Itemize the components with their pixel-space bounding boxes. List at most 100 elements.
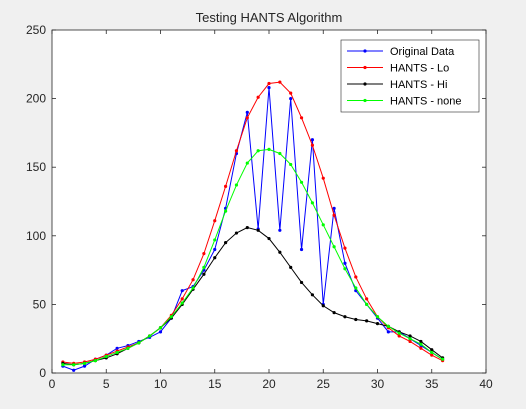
data-point [419,342,423,346]
data-point [224,241,228,245]
data-point [234,149,239,153]
data-point [332,311,336,315]
data-point [148,334,152,338]
data-point [408,337,412,341]
data-point [354,286,358,290]
data-point [278,151,282,156]
data-point [278,250,282,254]
data-point [213,247,217,252]
data-point [234,183,239,187]
data-point [343,246,347,250]
data-point [321,223,325,227]
data-point [245,110,249,114]
data-point [386,324,390,328]
x-tick-label: 30 [371,377,385,391]
y-tick-label: 50 [33,297,47,311]
data-point [299,280,304,285]
data-point [343,261,347,265]
data-point [180,297,184,301]
data-point [419,339,423,344]
legend: Original Data HANTS - Lo HANTS - Hi HANTS -… [340,39,480,113]
data-point [354,275,358,279]
chart-title: Testing HANTS Algorithm [196,10,343,25]
data-point [408,334,412,338]
data-point [299,247,304,252]
data-point [213,238,217,242]
data-point [213,219,217,223]
y-tick-label: 250 [26,23,46,37]
x-tick-label: 5 [103,377,110,391]
data-point [375,322,380,326]
data-point [256,228,260,232]
data-point [441,357,445,361]
data-point [158,330,163,334]
data-point [93,359,97,363]
y-tick-label: 0 [39,366,46,380]
data-point [202,272,206,276]
data-point [289,265,293,269]
data-point [299,180,304,184]
data-point [202,252,206,256]
data-point [202,265,206,269]
data-point [104,354,108,359]
data-point [365,302,369,306]
x-tick-label: 35 [425,377,439,391]
data-point [137,341,141,345]
x-tick-label: 40 [479,377,493,391]
data-point [430,350,434,355]
data-point [310,143,314,147]
data-point [224,209,228,213]
data-point [289,97,293,101]
data-point [267,86,271,90]
series-line [62,148,443,366]
data-point [321,304,325,308]
data-point [430,348,434,352]
data-point [299,116,304,120]
y-tick-label: 150 [26,160,46,174]
legend-label: Original Data [390,46,455,58]
x-tick-label: 15 [208,377,222,391]
data-point [310,201,314,205]
series-layer [61,80,445,372]
legend-marker [363,65,367,70]
x-tick-label: 10 [154,377,168,391]
legend-label: HANTS - Hi [390,79,447,91]
data-point [191,286,195,290]
data-point [397,334,401,338]
data-point [332,206,336,210]
y-tick-label: 100 [26,229,46,243]
data-point [82,364,87,368]
data-point [213,256,217,260]
legend-marker [363,82,367,86]
data-point [343,315,347,319]
data-point [321,176,325,180]
data-point [365,319,369,323]
data-point [191,278,195,282]
series-3 [61,147,445,367]
data-point [245,161,249,165]
data-point [82,361,87,365]
data-point [115,350,119,355]
data-point [180,289,184,293]
legend-marker [363,98,367,103]
data-point [386,330,390,334]
data-point [310,138,314,142]
data-point [343,267,347,271]
x-tick-label: 20 [262,377,276,391]
data-point [408,339,412,344]
data-point [158,326,163,330]
data-point [267,236,271,241]
data-point [397,331,401,335]
x-tick-label: 0 [49,377,56,391]
data-point [278,228,282,232]
data-point [354,317,358,322]
data-point [72,363,76,367]
data-point [267,147,271,151]
data-point [245,225,249,230]
x-tick-label: 25 [317,377,331,391]
data-point [72,368,76,372]
data-point [245,116,249,120]
data-point [256,149,260,153]
legend-label: HANTS - none [390,96,462,108]
